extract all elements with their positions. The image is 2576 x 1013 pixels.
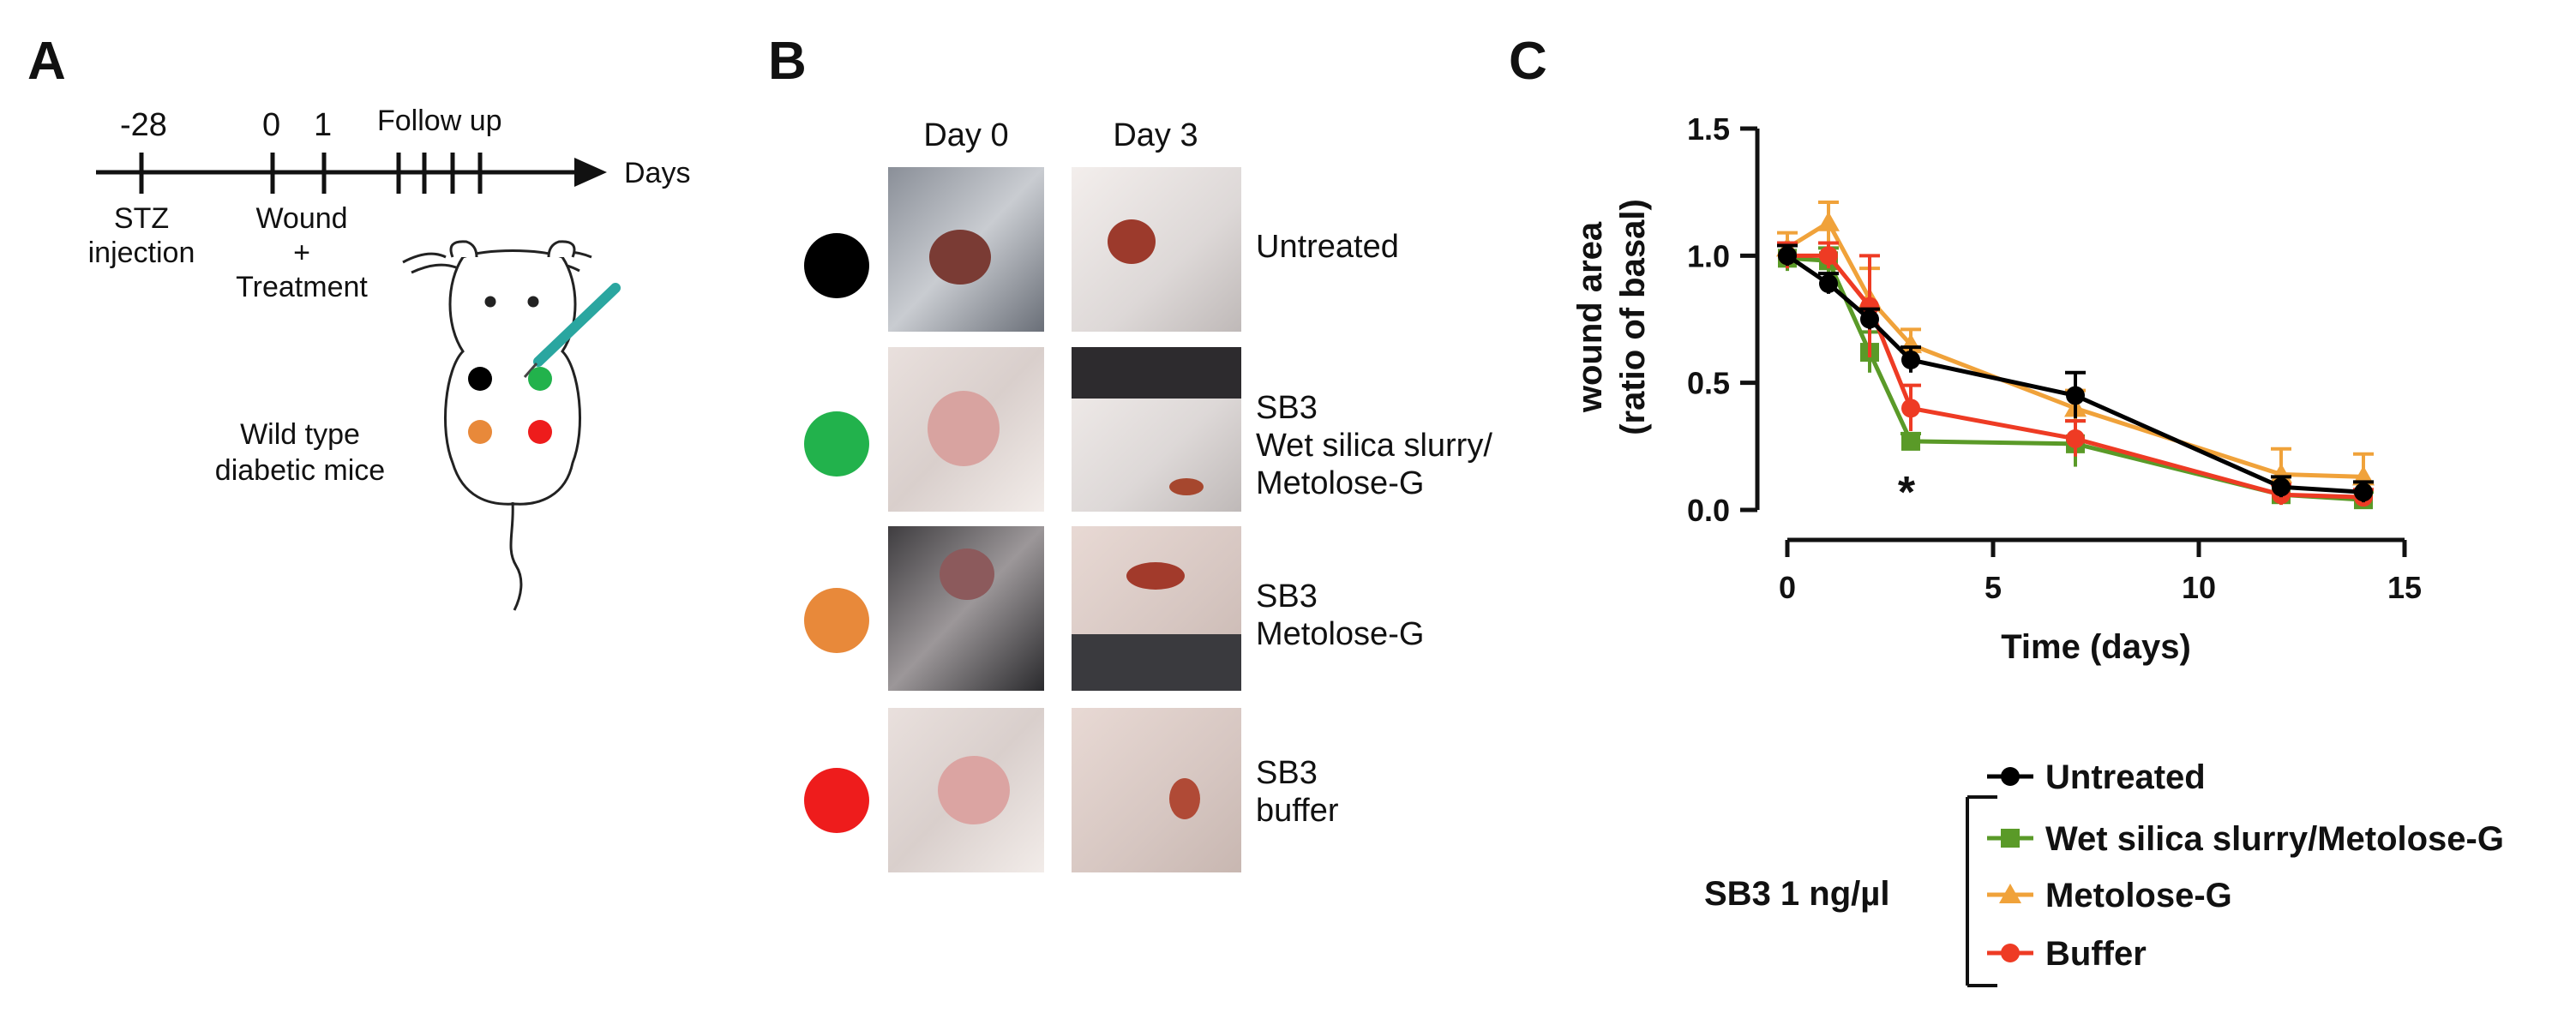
timeline-arrowhead [574,158,607,187]
mice-label-line2: diabetic mice [215,454,385,487]
panel-c-letter: C [1509,32,1547,91]
row-label-metolose-line1: SB3 [1256,578,1318,614]
photo-untreated-day3 [1072,167,1241,332]
wound-silica-day3 [1169,478,1204,495]
timeline-label-1: 1 [314,107,332,143]
panel-b-letter: B [768,32,807,91]
follow-up-label: Follow up [377,105,502,137]
legend-swatch-marker-metolose-g [1999,884,2021,903]
row-label-untreated-line1: Untreated [1256,229,1399,265]
timeline-label-0: 0 [262,107,280,143]
legend: Untreated Wet silica slurry/Metolose-G Met… [1987,758,2504,973]
row-dot-buffer [804,768,869,833]
col-header-day0: Day 0 [923,117,1008,153]
series-untreated-point [2272,477,2291,497]
series-untreated-point [2066,386,2085,405]
legend-swatch-marker-wet-silica-slurry-metolose-g [2001,829,2020,848]
mouse-dot-green [528,367,552,391]
stz-label-line1: STZ [114,202,169,235]
panel-b: B Day 0 Day 3 Untreated SB3 Wet silica s… [768,32,1492,872]
legend-label-wet-silica-slurry-metolose-g: Wet silica slurry/Metolose-G [2045,820,2504,858]
y-tick-label: 0.5 [1687,366,1730,401]
y-tick-label: 1.0 [1687,238,1730,273]
series-untreated-point [1860,309,1879,329]
row-label-buffer-line1: SB3 [1256,755,1318,791]
y-axis-label-line1: wound area [1571,221,1609,413]
row-label-metolose-line2: Metolose-G [1256,616,1424,652]
y-tick-label: 1.5 [1687,111,1730,147]
panel-a: A Days -28 0 1 Follow up STZ injection W… [27,32,690,611]
wound-untreated-day0 [929,230,991,285]
mouse-dot-black [468,367,492,391]
series-buffer-point [2066,429,2085,448]
row-dot-untreated [804,233,869,298]
col-header-day3: Day 3 [1113,117,1198,153]
series-untreated-point [1901,350,1920,369]
wound-untreated-day3 [1108,219,1156,264]
wound-label-line1: Wound [255,202,347,235]
mouse-dot-red [528,420,552,444]
panel-a-letter: A [27,32,66,91]
x-tick-label: 0 [1779,570,1796,605]
row-label-silica-line1: SB3 [1256,390,1318,426]
panel-c: C 0.0 0.5 1.0 1.5 0 5 10 15 * Time (days) woun… [1509,32,2504,987]
photo-buffer-day3 [1072,708,1241,872]
wound-metolose-day3 [1126,562,1185,590]
significance-marker: * [1898,468,1916,518]
stz-label-line2: injection [88,237,195,269]
series-untreated-point [1819,273,1838,293]
series-metolose-g-point [1817,211,1840,231]
timeline-label-minus28: -28 [120,107,167,143]
wound-label-line2: + [293,237,310,269]
row-label-silica-line3: Metolose-G [1256,465,1424,501]
wound-area-chart: 0.0 0.5 1.0 1.5 0 5 10 15 * Time (days) wound … [1571,111,2422,666]
series-untreated-point [2354,483,2373,502]
y-tick-label: 0.0 [1687,493,1730,528]
row-label-buffer-line2: buffer [1256,793,1339,829]
series-layer [1776,201,2375,510]
legend-label-buffer: Buffer [2045,935,2147,973]
wound-silica-day0 [928,391,1000,466]
photo-metolose-day3-dark-band [1072,634,1241,691]
timeline-axis-label: Days [624,157,690,189]
y-axis-label-line2: (ratio of basal) [1614,199,1652,435]
wound-metolose-day0 [940,548,994,600]
legend-group-label: SB3 1 ng/µl [1704,875,1889,913]
series-untreated [1777,243,2374,503]
series-untreated-point [1778,246,1797,266]
row-dot-silica [804,411,869,477]
x-tick-label: 5 [1985,570,2002,605]
photo-silica-day3-dark-band [1072,347,1241,399]
wound-label-line3: Treatment [236,271,368,303]
x-tick-label: 15 [2387,570,2422,605]
syringe-icon [523,283,621,378]
legend-swatch-marker-buffer [2001,944,2020,962]
x-tick-label: 10 [2182,570,2216,605]
legend-swatch-marker-untreated [2001,767,2020,786]
series-wet-silica-slurry-metolose-g-point [1901,431,1920,451]
x-ticks: 0 5 10 15 [1779,540,2422,605]
row-label-silica-line2: Wet silica slurry/ [1256,428,1492,464]
series-buffer-point [1901,399,1920,418]
mice-label-line1: Wild type [240,418,360,451]
mouse-dot-orange [468,420,492,444]
mouse-illustration [402,240,592,611]
legend-label-metolose-g: Metolose-G [2045,877,2232,914]
wound-buffer-day0 [938,756,1010,824]
wound-buffer-day3 [1169,778,1200,819]
series-buffer-point [1819,246,1838,266]
x-axis-label: Time (days) [2001,628,2191,666]
y-ticks: 0.0 0.5 1.0 1.5 [1687,111,1757,528]
row-dot-metolose [804,588,869,653]
legend-label-untreated: Untreated [2045,758,2206,796]
